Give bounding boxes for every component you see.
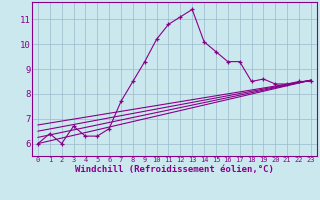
X-axis label: Windchill (Refroidissement éolien,°C): Windchill (Refroidissement éolien,°C) bbox=[75, 165, 274, 174]
